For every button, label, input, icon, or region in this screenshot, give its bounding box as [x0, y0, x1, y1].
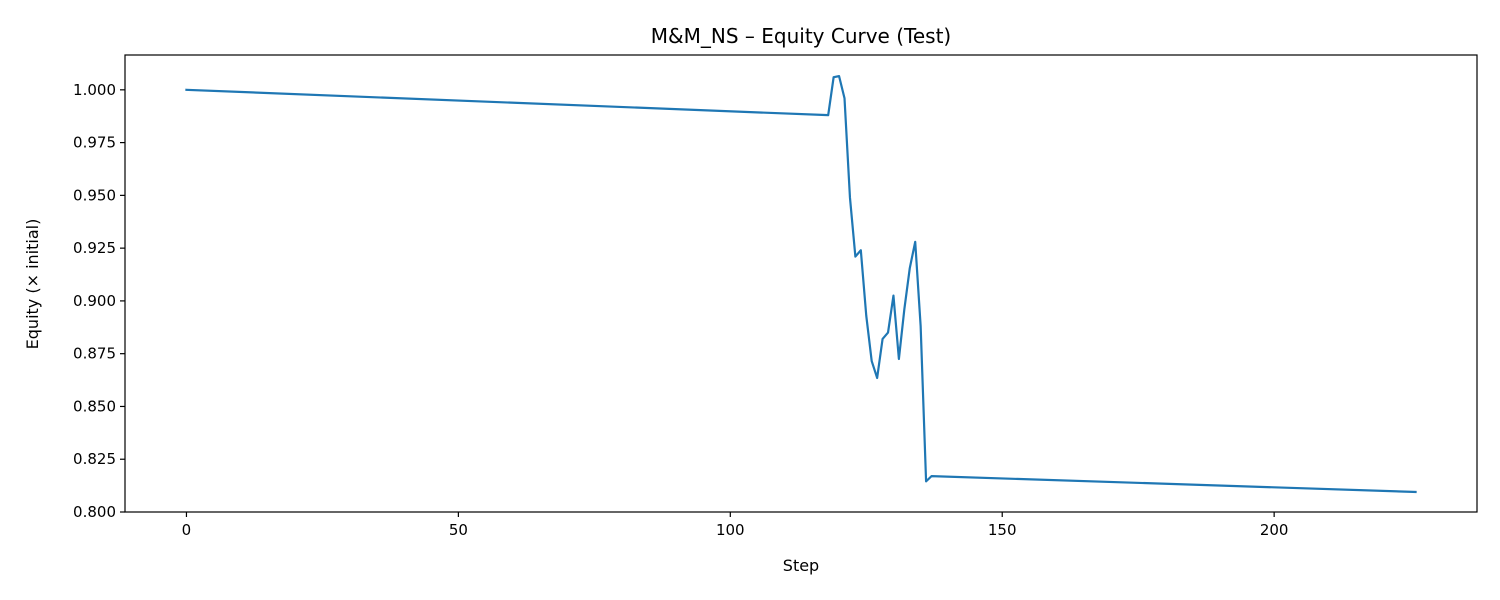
- y-tick-label: 0.850: [73, 397, 116, 415]
- y-tick-label: 0.800: [73, 503, 116, 521]
- x-axis: 0 50 100 150 200: [182, 512, 1289, 539]
- series-line: [185, 75, 1417, 494]
- x-tick-label: 50: [449, 521, 468, 539]
- y-tick-label: 0.825: [73, 450, 116, 468]
- x-tick-label: 200: [1260, 521, 1289, 539]
- x-tick-label: 100: [716, 521, 745, 539]
- plot-frame: [124, 54, 1478, 513]
- y-tick-label: 0.975: [73, 134, 116, 152]
- y-tick-label: 1.000: [73, 81, 116, 99]
- y-axis-label: Equity (× initial): [23, 219, 42, 350]
- y-tick-label: 0.925: [73, 239, 116, 257]
- x-tick-label: 150: [988, 521, 1017, 539]
- y-tick-label: 0.900: [73, 292, 116, 310]
- y-tick-label: 0.875: [73, 345, 116, 363]
- y-axis: 0.800 0.825 0.850 0.875 0.900 0.925 0.950 0.975…: [73, 81, 125, 521]
- x-tick-label: 0: [182, 521, 192, 539]
- y-tick-label: 0.950: [73, 186, 116, 204]
- x-axis-label: Step: [783, 556, 819, 575]
- plot-area: [185, 75, 1417, 494]
- chart-title: M&M_NS – Equity Curve (Test): [651, 24, 951, 48]
